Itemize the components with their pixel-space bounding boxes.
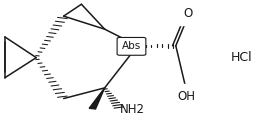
Text: O: O	[183, 7, 193, 20]
Text: HCl: HCl	[231, 51, 252, 64]
Text: NH2: NH2	[120, 103, 145, 116]
Polygon shape	[89, 88, 105, 109]
FancyBboxPatch shape	[117, 37, 146, 55]
Text: OH: OH	[178, 90, 196, 103]
Text: Abs: Abs	[122, 41, 141, 51]
